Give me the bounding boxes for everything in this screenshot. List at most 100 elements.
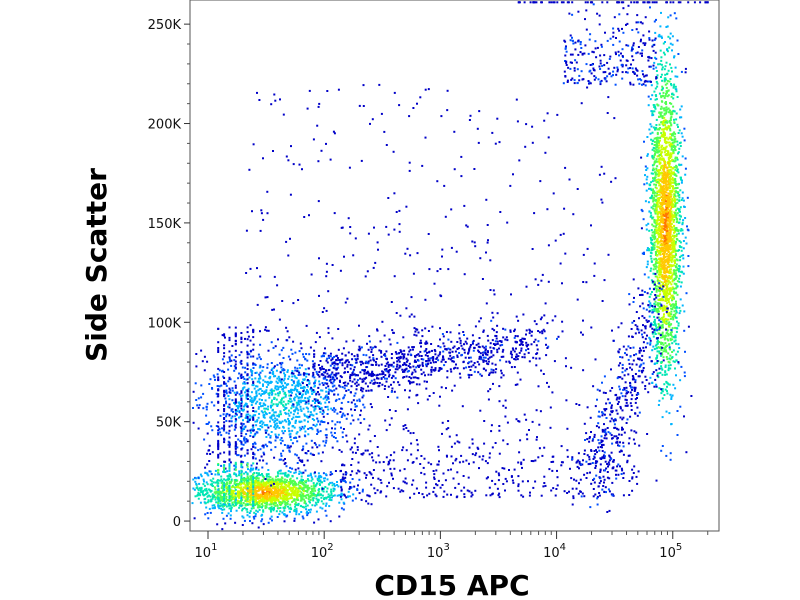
event-dot [296, 404, 299, 407]
event-dot [490, 350, 493, 352]
event-dot [369, 472, 372, 475]
event-dot [308, 500, 311, 503]
event-dot [307, 407, 309, 410]
event-dot [672, 105, 675, 108]
event-dot [288, 497, 291, 500]
event-dot [256, 357, 259, 360]
event-dot [490, 319, 493, 322]
event-dot [502, 327, 505, 330]
event-dot [198, 492, 201, 495]
event-dot [404, 481, 406, 484]
event-dot [354, 358, 357, 360]
event-dot [326, 382, 329, 385]
event-dot [254, 377, 257, 380]
event-dot [513, 366, 516, 368]
event-dot [435, 469, 438, 472]
event-dot [313, 521, 316, 524]
event-dot [406, 359, 409, 362]
event-dot [353, 355, 356, 358]
event-dot [463, 493, 466, 496]
event-dot [380, 355, 383, 358]
event-dot [608, 463, 611, 466]
event-dot [319, 367, 322, 369]
event-dot [237, 490, 239, 493]
event-dot [328, 498, 331, 501]
event-dot [617, 444, 619, 447]
event-dot [335, 398, 338, 401]
event-dot [427, 330, 430, 332]
event-dot [235, 413, 238, 416]
event-dot [249, 368, 252, 371]
event-dot [396, 396, 399, 399]
event-dot [272, 491, 275, 493]
event-dot [233, 504, 236, 507]
event-dot [307, 512, 310, 515]
event-dot [384, 355, 387, 357]
event-dot [306, 397, 309, 400]
event-dot [277, 375, 280, 378]
event-dot [231, 387, 234, 390]
event-dot [327, 495, 330, 498]
event-dot [306, 379, 309, 381]
event-dot [354, 405, 357, 408]
event-dot [255, 466, 258, 469]
event-dot [246, 488, 248, 491]
event-dot [282, 487, 284, 490]
event-dot [410, 373, 413, 376]
event-dot [454, 350, 457, 353]
event-dot [678, 129, 681, 132]
event-dot [316, 433, 319, 435]
event-dot [254, 420, 257, 423]
event-dot [277, 338, 279, 341]
event-dot [627, 442, 630, 445]
event-dot [225, 389, 228, 392]
event-dot [346, 440, 349, 443]
event-dot [615, 473, 617, 476]
event-dot [270, 369, 273, 371]
event-dot [299, 391, 302, 394]
event-dot [221, 334, 224, 337]
event-dot [430, 370, 433, 373]
event-dot [301, 515, 304, 518]
event-dot [265, 506, 268, 508]
event-dot [282, 432, 285, 435]
event-dot [331, 481, 334, 484]
event-dot [392, 477, 394, 480]
event-dot [370, 473, 373, 476]
event-dot [192, 487, 195, 490]
event-dot [256, 510, 259, 513]
event-dot [204, 489, 207, 492]
event-dot [284, 471, 287, 474]
event-dot [517, 475, 520, 478]
event-dot [322, 502, 325, 505]
event-dot [478, 356, 481, 358]
event-dot [410, 381, 413, 384]
event-dot [417, 353, 420, 356]
event-dot [245, 403, 248, 405]
event-dot [286, 497, 289, 500]
event-dot [420, 358, 423, 361]
event-dot [330, 389, 333, 392]
event-dot [643, 291, 646, 293]
event-dot [241, 507, 244, 510]
event-dot [248, 503, 251, 506]
event-dot [432, 490, 435, 493]
event-dot [283, 462, 286, 465]
event-dot [296, 503, 299, 506]
event-dot [363, 472, 366, 475]
event-dot [290, 481, 292, 484]
event-dot [490, 355, 493, 358]
event-dot [666, 180, 668, 183]
event-dot [666, 95, 669, 98]
event-dot [365, 371, 368, 374]
event-dot [196, 486, 199, 489]
event-dot [233, 468, 236, 471]
event-dot [331, 390, 334, 393]
event-dot [442, 335, 445, 338]
event-dot [385, 362, 388, 365]
event-dot [505, 336, 508, 339]
event-dot [669, 323, 672, 326]
event-dot [477, 371, 480, 374]
event-dot [223, 508, 226, 511]
event-dot [451, 360, 454, 363]
